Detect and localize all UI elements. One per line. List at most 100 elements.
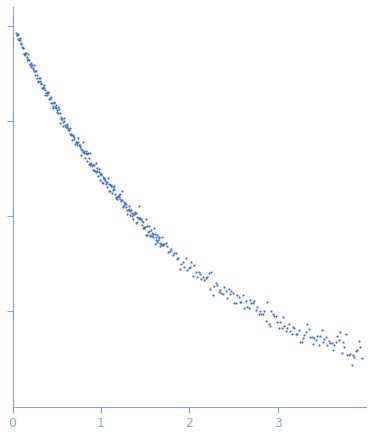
- Point: [100, 179, 106, 186]
- Point: [74, 140, 80, 147]
- Point: [128, 207, 134, 214]
- Point: [226, 285, 232, 292]
- Point: [103, 181, 109, 188]
- Point: [241, 305, 247, 312]
- Point: [129, 209, 135, 216]
- Point: [16, 34, 22, 41]
- Point: [100, 173, 106, 180]
- Point: [44, 89, 50, 96]
- Point: [138, 217, 144, 224]
- Point: [267, 323, 273, 330]
- Point: [164, 243, 170, 250]
- Point: [228, 288, 234, 295]
- Point: [168, 245, 174, 252]
- Point: [56, 110, 62, 117]
- Point: [137, 216, 143, 223]
- Point: [154, 239, 160, 246]
- Point: [157, 242, 163, 249]
- Point: [284, 325, 290, 332]
- Point: [151, 224, 157, 231]
- Point: [227, 290, 233, 297]
- Point: [294, 330, 300, 337]
- Point: [269, 307, 275, 314]
- Point: [349, 361, 355, 368]
- Point: [311, 334, 317, 341]
- Point: [47, 96, 53, 103]
- Point: [133, 219, 139, 226]
- Point: [28, 64, 34, 71]
- Point: [161, 241, 167, 248]
- Point: [74, 141, 80, 148]
- Point: [354, 347, 360, 354]
- Point: [37, 75, 43, 82]
- Point: [68, 132, 74, 139]
- Point: [126, 202, 132, 209]
- Point: [308, 333, 314, 340]
- Point: [147, 231, 153, 238]
- Point: [150, 231, 156, 238]
- Point: [83, 149, 89, 156]
- Point: [49, 99, 55, 106]
- Point: [244, 304, 250, 311]
- Point: [84, 150, 90, 157]
- Point: [73, 139, 79, 146]
- Point: [153, 233, 159, 240]
- Point: [339, 349, 345, 356]
- Point: [60, 123, 66, 130]
- Point: [253, 307, 259, 314]
- Point: [155, 236, 161, 243]
- Point: [296, 326, 302, 333]
- Point: [78, 151, 84, 158]
- Point: [188, 259, 194, 266]
- Point: [158, 241, 164, 248]
- Point: [120, 202, 126, 209]
- Point: [157, 239, 163, 246]
- Point: [43, 90, 49, 97]
- Point: [61, 117, 67, 124]
- Point: [125, 210, 131, 217]
- Point: [59, 115, 65, 122]
- Point: [33, 68, 39, 75]
- Point: [102, 176, 108, 183]
- Point: [156, 234, 162, 241]
- Point: [185, 264, 191, 271]
- Point: [46, 96, 52, 103]
- Point: [173, 250, 179, 257]
- Point: [23, 54, 29, 61]
- Point: [53, 104, 59, 111]
- Point: [180, 259, 186, 266]
- Point: [166, 249, 172, 256]
- Point: [40, 84, 46, 91]
- Point: [42, 91, 48, 98]
- Point: [191, 262, 197, 269]
- Point: [16, 37, 22, 44]
- Point: [281, 323, 287, 329]
- Point: [324, 342, 330, 349]
- Point: [197, 271, 203, 277]
- Point: [135, 214, 141, 221]
- Point: [34, 74, 40, 81]
- Point: [67, 125, 73, 132]
- Point: [174, 256, 180, 263]
- Point: [87, 149, 93, 156]
- Point: [57, 120, 63, 127]
- Point: [54, 107, 60, 114]
- Point: [84, 157, 90, 164]
- Point: [118, 198, 124, 205]
- Point: [187, 263, 193, 270]
- Point: [219, 289, 225, 296]
- Point: [110, 186, 116, 193]
- Point: [330, 347, 336, 354]
- Point: [293, 330, 299, 337]
- Point: [303, 329, 309, 336]
- Point: [107, 181, 113, 188]
- Point: [323, 334, 329, 341]
- Point: [256, 311, 261, 318]
- Point: [85, 160, 91, 167]
- Point: [62, 114, 68, 121]
- Point: [101, 176, 107, 183]
- Point: [113, 194, 119, 201]
- Point: [127, 207, 133, 214]
- Point: [94, 168, 100, 175]
- Point: [291, 324, 297, 331]
